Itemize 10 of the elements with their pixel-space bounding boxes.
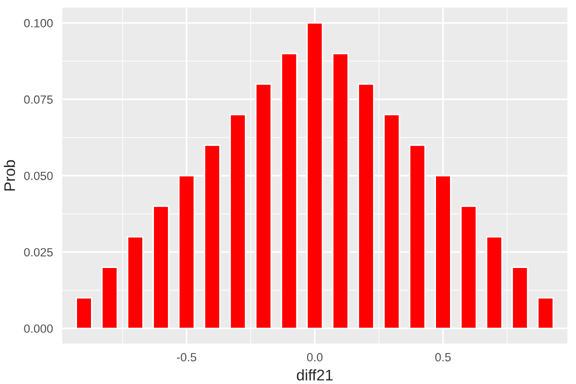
y-tick-label: 0.000 [24,324,53,333]
x-tick-label: 0.0 [307,353,323,362]
x-tick-label: -0.5 [176,353,196,362]
x-axis-title: diff21 [296,369,333,380]
y-tick-label: 0.075 [24,95,53,104]
y-tick-label: 0.025 [24,248,53,256]
y-tick-label: 0.050 [24,172,53,180]
y-axis-title: Prob [4,160,16,191]
x-tick-label: 0.5 [435,353,451,362]
y-tick-label: 0.100 [24,18,53,28]
